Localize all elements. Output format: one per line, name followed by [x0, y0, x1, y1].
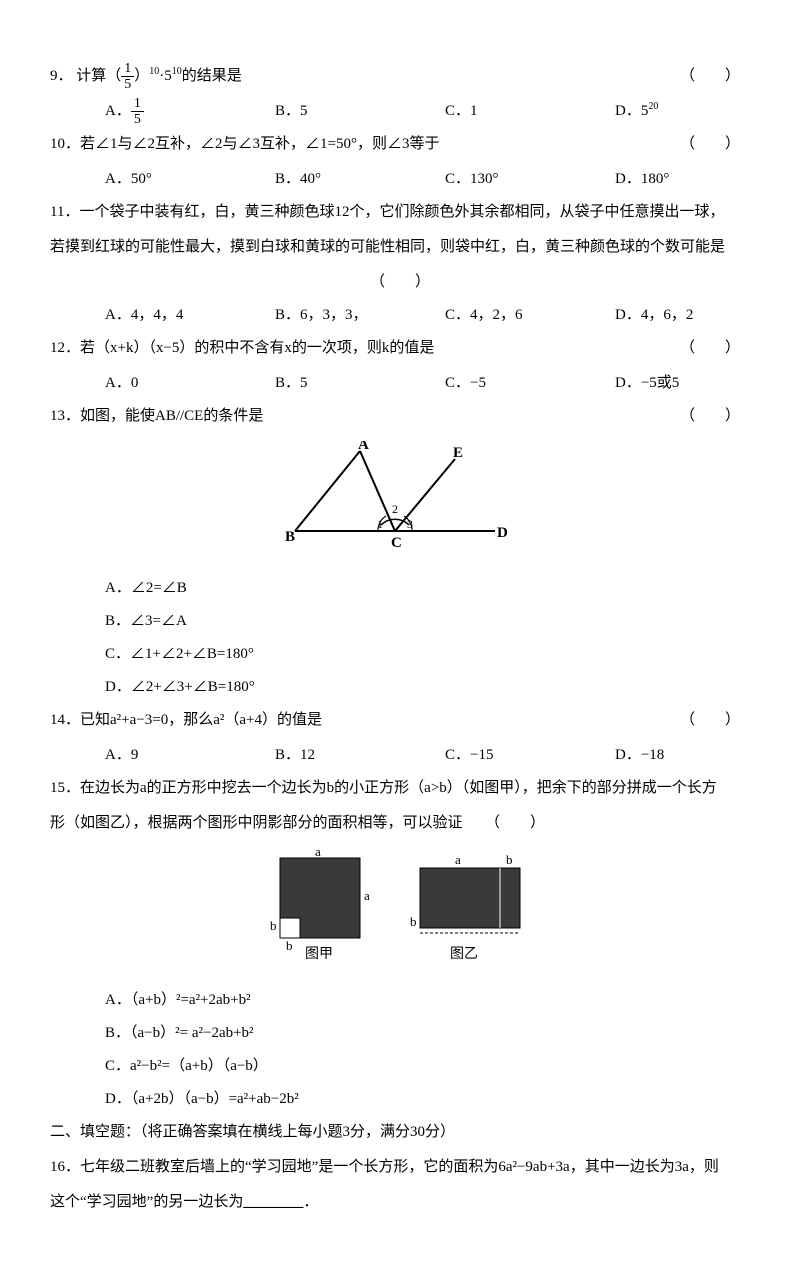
q15-optB: B．（a−b）²= a²−2ab+b² [105, 1017, 435, 1050]
svg-text:图乙: 图乙 [450, 946, 478, 962]
q14-optC: C．−15 [445, 739, 615, 772]
q14-optA: A．9 [105, 739, 275, 772]
q12-options: A．0 B．5 C．−5 D．−5或5 [50, 367, 750, 400]
triangle-diagram: A B C D E 1 2 3 [285, 441, 515, 551]
q12-text: 12．若（x+k）（x−5）的积中不含有x的一次项，则k的值是 [50, 340, 434, 356]
svg-text:b: b [286, 938, 293, 953]
q13-optD: D．∠2+∠3+∠B=180° [105, 671, 435, 704]
q12-optC: C．−5 [445, 367, 615, 400]
q13-text: 13．如图，能使AB//CE的条件是 [50, 408, 263, 424]
q12-optA: A．0 [105, 367, 275, 400]
q14-text: 14．已知a²+a−3=0，那么a²（a+4）的值是 [50, 712, 322, 728]
q10-optD: D．180° [615, 163, 785, 196]
q9-optB: B．5 [275, 95, 445, 128]
svg-text:a: a [315, 848, 321, 859]
squares-diagram: a a b b 图甲 a b b 图乙 [250, 848, 550, 963]
q9-mid: ·5 [159, 68, 172, 84]
q10-text: 10．若∠1与∠2互补，∠2与∠3互补，∠1=50°，则∠3等于 [50, 136, 439, 152]
q15-optA: A．（a+b）²=a²+2ab+b² [105, 984, 435, 1017]
svg-text:b: b [506, 852, 513, 867]
q9-num: 9． [50, 68, 73, 84]
q9-t1: 计算（ [76, 68, 121, 84]
q13-figure: A B C D E 1 2 3 [50, 441, 750, 564]
q14-paren: （ ） [680, 704, 740, 737]
q11-options: A．4，4，4 B．6，3，3， C．4，2，6 D．4，6，2 [50, 299, 750, 332]
svg-text:a: a [455, 852, 461, 867]
question-9: 9． 计算（15）10·510的结果是 （ ） [50, 60, 750, 93]
svg-text:E: E [453, 445, 463, 461]
q14-optD: D．−18 [615, 739, 785, 772]
q9-sup2: 10 [172, 66, 182, 77]
q16-blank: ________ [243, 1194, 303, 1210]
question-16-l2: 这个“学习园地”的另一边长为________． [50, 1186, 750, 1219]
svg-text:图甲: 图甲 [305, 947, 333, 962]
q14-optB: B．12 [275, 739, 445, 772]
q9-frac: 15 [121, 61, 134, 93]
svg-text:a: a [364, 888, 370, 903]
question-16-l1: 16．七年级二班教室后墙上的“学习园地”是一个长方形，它的面积为6a²−9ab+… [50, 1151, 750, 1184]
q13-options: A．∠2=∠B B．∠3=∠A C．∠1+∠2+∠B=180° D．∠2+∠3+… [50, 572, 750, 704]
q11-optC: C．4，2，6 [445, 299, 615, 332]
q10-paren: （ ） [680, 128, 740, 161]
svg-text:B: B [285, 529, 295, 545]
q10-optA: A．50° [105, 163, 275, 196]
q13-optA: A．∠2=∠B [105, 572, 435, 605]
q12-optD: D．−5或5 [615, 367, 785, 400]
q9-optA: A．15 [105, 95, 275, 128]
q14-options: A．9 B．12 C．−15 D．−18 [50, 739, 750, 772]
question-15-l2: 形（如图乙），根据两个图形中阴影部分的面积相等，可以验证 （ ） [50, 807, 750, 840]
question-14: 14．已知a²+a−3=0，那么a²（a+4）的值是 （ ） [50, 704, 750, 737]
q15-optC: C．a²−b²=（a+b）（a−b） [105, 1050, 435, 1083]
q9-paren: （ ） [680, 60, 740, 93]
q9-optA-frac: 15 [131, 96, 144, 128]
q10-optC: C．130° [445, 163, 615, 196]
svg-text:b: b [270, 918, 277, 933]
question-13: 13．如图，能使AB//CE的条件是 （ ） [50, 400, 750, 433]
svg-text:D: D [497, 525, 508, 541]
svg-text:C: C [391, 535, 402, 551]
svg-text:1: 1 [377, 517, 383, 531]
q11-paren: （ ） [50, 266, 750, 299]
q11-optD: D．4，6，2 [615, 299, 785, 332]
q12-optB: B．5 [275, 367, 445, 400]
section-2-header: 二、填空题：（将正确答案填在横线上每小题3分，满分30分） [50, 1116, 750, 1149]
q13-optC: C．∠1+∠2+∠B=180° [105, 638, 435, 671]
q9-optC: C．1 [445, 95, 615, 128]
q15-optD: D．（a+2b）（a−b）=a²+ab−2b² [105, 1083, 435, 1116]
q9-sup1: 10 [149, 66, 159, 77]
q9-optD: D．520 [615, 95, 785, 128]
svg-text:3: 3 [407, 517, 413, 531]
svg-text:b: b [410, 914, 417, 929]
question-11-l2: 若摸到红球的可能性最大，摸到白球和黄球的可能性相同，则袋中红，白，黄三种颜色球的… [50, 231, 750, 264]
q10-optB: B．40° [275, 163, 445, 196]
q11-optA: A．4，4，4 [105, 299, 275, 332]
q13-paren: （ ） [680, 400, 740, 433]
q11-optB: B．6，3，3， [275, 299, 445, 332]
q15-options: A．（a+b）²=a²+2ab+b² B．（a−b）²= a²−2ab+b² C… [50, 984, 750, 1116]
svg-text:A: A [358, 441, 369, 453]
q10-options: A．50° B．40° C．130° D．180° [50, 163, 750, 196]
svg-text:2: 2 [392, 502, 398, 516]
question-10: 10．若∠1与∠2互补，∠2与∠3互补，∠1=50°，则∠3等于 （ ） [50, 128, 750, 161]
q9-t2: ） [134, 68, 149, 84]
question-12: 12．若（x+k）（x−5）的积中不含有x的一次项，则k的值是 （ ） [50, 332, 750, 365]
q15-figure: a a b b 图甲 a b b 图乙 [50, 848, 750, 976]
q13-optB: B．∠3=∠A [105, 605, 435, 638]
q12-paren: （ ） [680, 332, 740, 365]
question-11-l1: 11．一个袋子中装有红，白，黄三种颜色球12个，它们除颜色外其余都相同，从袋子中… [50, 196, 750, 229]
q9-tail: 的结果是 [182, 68, 242, 84]
question-15-l1: 15．在边长为a的正方形中挖去一个边长为b的小正方形（a>b）（如图甲），把余下… [50, 772, 750, 805]
q9-options: A．15 B．5 C．1 D．520 [50, 95, 750, 128]
